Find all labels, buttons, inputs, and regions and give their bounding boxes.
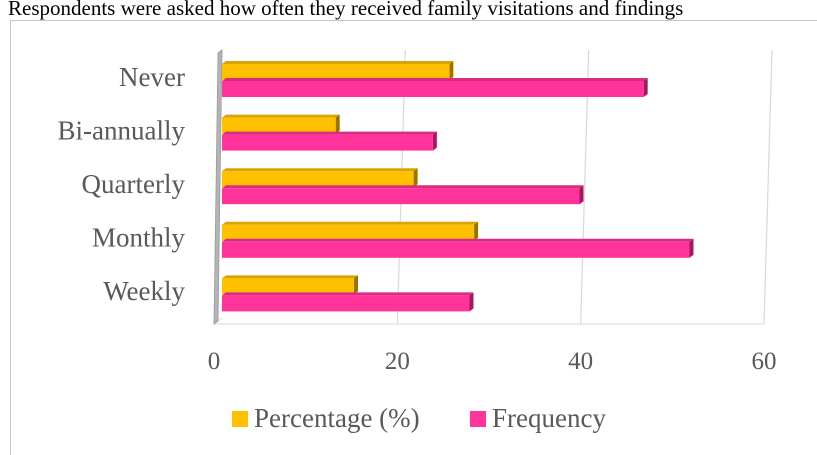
category-label-bi-annually: Bi-annually <box>58 115 186 145</box>
bar-quarterly-frequency <box>222 185 584 205</box>
legend-label-percentage: Percentage (%) <box>254 403 420 433</box>
category-label-never: Never <box>119 62 185 92</box>
axis-wall <box>213 49 223 325</box>
category-labels: Never Bi-annually Quarterly Monthly Weekly <box>58 62 186 306</box>
bar-never-percentage <box>222 61 454 80</box>
bar-weekly-percentage <box>222 275 358 295</box>
tick-label-40: 40 <box>568 348 593 375</box>
chart-floor <box>212 317 764 325</box>
bar-quarterly-percentage <box>222 168 418 188</box>
bar-weekly-frequency <box>222 292 474 312</box>
floor-edge <box>212 317 764 325</box>
legend-swatch-percentage <box>232 411 248 427</box>
tick-label-0: 0 <box>208 348 221 375</box>
chart-frame <box>10 20 817 455</box>
bars <box>222 61 694 312</box>
bar-monthly-percentage <box>222 221 479 241</box>
legend-label-frequency: Frequency <box>492 403 606 433</box>
tick-labels: 0 20 40 60 <box>208 348 777 375</box>
y-axis-wall <box>213 49 223 325</box>
bar-monthly-frequency <box>222 238 694 258</box>
tick-label-60: 60 <box>752 348 777 375</box>
gridline-60 <box>763 49 773 325</box>
category-label-monthly: Monthly <box>92 223 186 253</box>
bar-never-frequency <box>222 78 648 97</box>
figure-caption: Respondents were asked how often they re… <box>8 0 684 20</box>
tick-label-20: 20 <box>385 348 410 375</box>
bar-bi-annually-percentage <box>222 114 340 134</box>
category-label-weekly: Weekly <box>103 276 185 306</box>
legend-swatch-frequency <box>470 411 486 427</box>
category-label-quarterly: Quarterly <box>82 169 186 199</box>
bar-bi-annually-frequency <box>222 131 437 151</box>
legend: Percentage (%) Frequency <box>232 403 606 433</box>
